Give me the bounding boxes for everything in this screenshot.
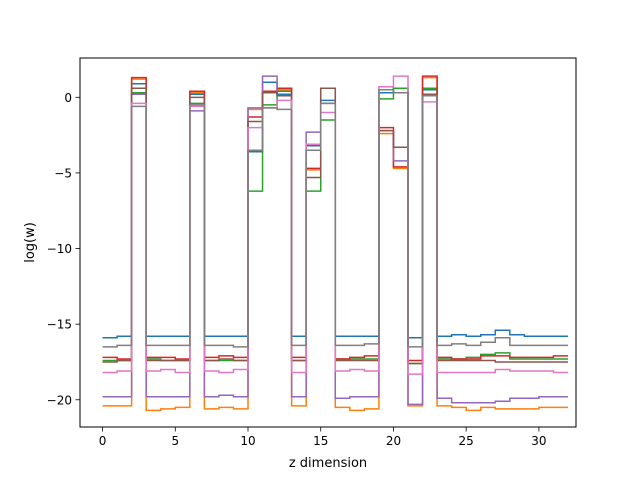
x-tick-label: 15 bbox=[313, 434, 328, 448]
y-tick-label: −10 bbox=[47, 242, 72, 256]
plot-area bbox=[102, 75, 568, 412]
x-tick-label: 25 bbox=[459, 434, 474, 448]
axes-frame bbox=[79, 57, 577, 428]
x-tick-label: 10 bbox=[240, 434, 255, 448]
y-tick-label: −15 bbox=[47, 318, 72, 332]
x-tick-label: 30 bbox=[531, 434, 546, 448]
x-tick-label: 5 bbox=[171, 434, 179, 448]
x-tick-label: 0 bbox=[99, 434, 107, 448]
x-axis-label: z dimension bbox=[289, 456, 367, 471]
y-tick-label: 0 bbox=[64, 91, 72, 105]
x-axis-ticks: 0 5 10 15 20 25 30 bbox=[99, 427, 547, 448]
y-axis-ticks: 0 −5 −10 −15 −20 bbox=[47, 91, 80, 407]
x-tick-label: 20 bbox=[386, 434, 401, 448]
series-line-8 bbox=[102, 89, 568, 348]
y-tick-label: −5 bbox=[54, 166, 72, 180]
y-tick-label: −20 bbox=[47, 393, 72, 407]
y-axis-label: log(w) bbox=[23, 222, 38, 263]
